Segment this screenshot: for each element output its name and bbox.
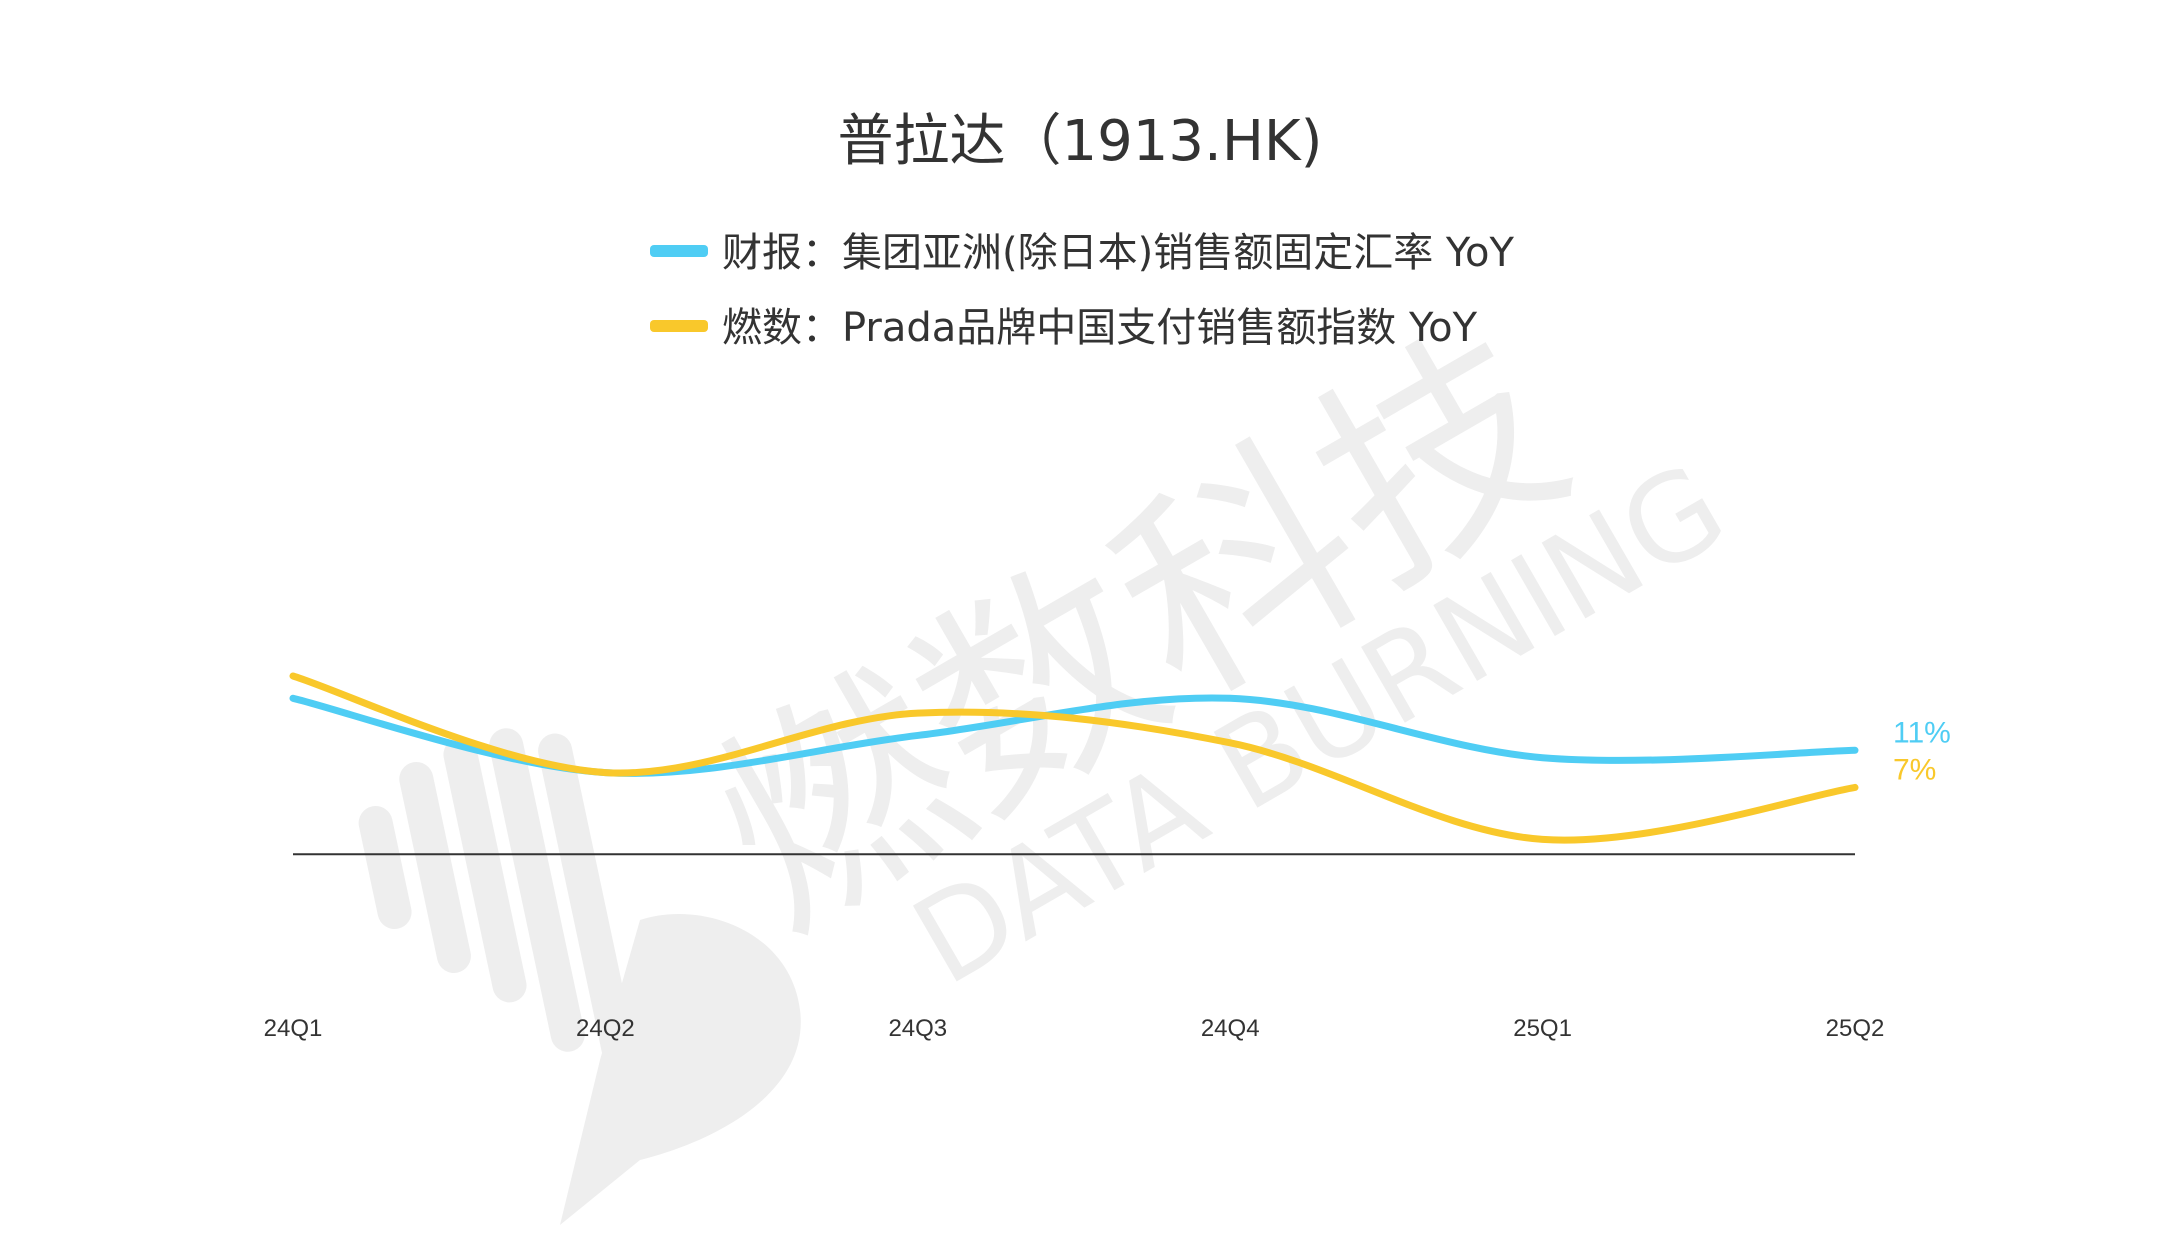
legend: 财报：集团亚洲(除日本)销售额固定汇率 YoY 燃数：Prada品牌中国支付销售… <box>650 230 1515 351</box>
x-tick-label: 24Q1 <box>264 1015 323 1042</box>
x-tick-label: 24Q4 <box>1201 1015 1260 1042</box>
legend-label-series-1: 财报：集团亚洲(除日本)销售额固定汇率 YoY <box>722 230 1515 276</box>
x-tick-label: 25Q2 <box>1826 1015 1885 1042</box>
chart-title: 普拉达（1913.HK) <box>838 109 1323 174</box>
end-label-series-2: 7% <box>1893 753 1936 786</box>
watermark-logo-icon <box>358 728 801 1225</box>
series-layer <box>289 672 1859 844</box>
end-labels: 11%7% <box>1893 716 1951 786</box>
x-tick-label: 24Q2 <box>576 1015 635 1042</box>
legend-swatch-series-2 <box>650 320 708 332</box>
x-tick-label: 25Q1 <box>1513 1015 1572 1042</box>
series-line-2 <box>289 672 1859 844</box>
legend-label-series-2: 燃数：Prada品牌中国支付销售额指数 YoY <box>722 305 1478 351</box>
end-label-series-1: 11% <box>1893 716 1951 749</box>
legend-swatch-series-1 <box>650 245 708 257</box>
x-tick-label: 24Q3 <box>888 1015 947 1042</box>
x-axis-ticks: 24Q1 24Q2 24Q3 24Q4 25Q1 25Q2 <box>264 1015 1885 1042</box>
